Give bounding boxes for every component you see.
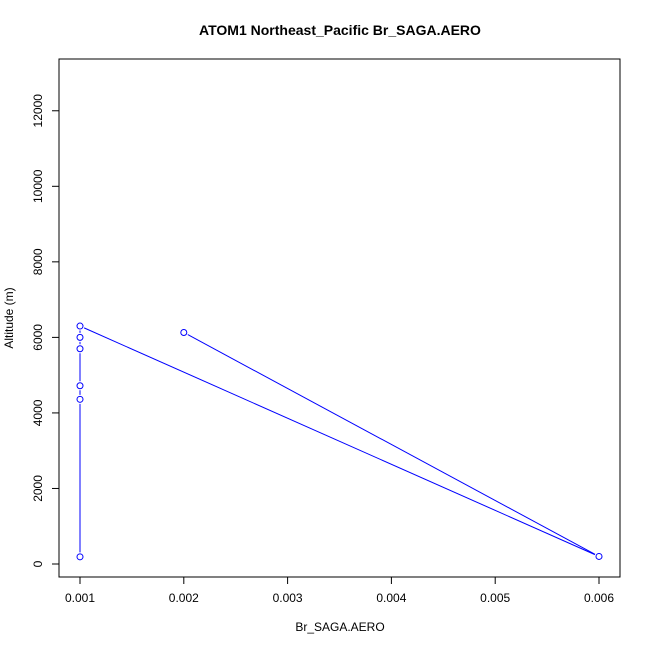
data-point	[76, 345, 84, 353]
data-point	[76, 382, 84, 390]
data-point	[76, 322, 84, 330]
x-tick-label: 0.001	[65, 591, 95, 605]
chart-title: ATOM1 Northeast_Pacific Br_SAGA.AERO	[199, 22, 481, 38]
x-tick-label: 0.002	[169, 591, 199, 605]
data-point	[180, 328, 188, 336]
y-axis-label: Altitude (m)	[2, 287, 16, 348]
y-tick-label: 0	[31, 560, 45, 567]
y-axis: 0 2000 4000 6000 8000 10000 12000	[31, 94, 59, 567]
series-segment	[187, 334, 596, 555]
data-point	[76, 553, 84, 561]
plot-frame	[58, 58, 621, 578]
y-tick-label: 10000	[31, 169, 45, 203]
data-point	[76, 395, 84, 403]
series-segment	[83, 327, 596, 556]
x-tick-label: 0.006	[584, 591, 614, 605]
y-tick-label: 4000	[31, 399, 45, 426]
x-tick-label: 0.003	[273, 591, 303, 605]
x-axis: 0.001 0.002 0.003 0.004 0.005 0.006	[65, 577, 614, 605]
y-tick-label: 6000	[31, 324, 45, 351]
y-tick-label: 8000	[31, 248, 45, 275]
data-point	[595, 552, 603, 560]
data-point	[76, 333, 84, 341]
x-axis-label: Br_SAGA.AERO	[295, 620, 384, 634]
series-layer	[76, 322, 603, 561]
y-tick-label: 2000	[31, 475, 45, 502]
x-tick-label: 0.005	[480, 591, 510, 605]
y-tick-label: 12000	[31, 94, 45, 128]
x-tick-label: 0.004	[376, 591, 406, 605]
